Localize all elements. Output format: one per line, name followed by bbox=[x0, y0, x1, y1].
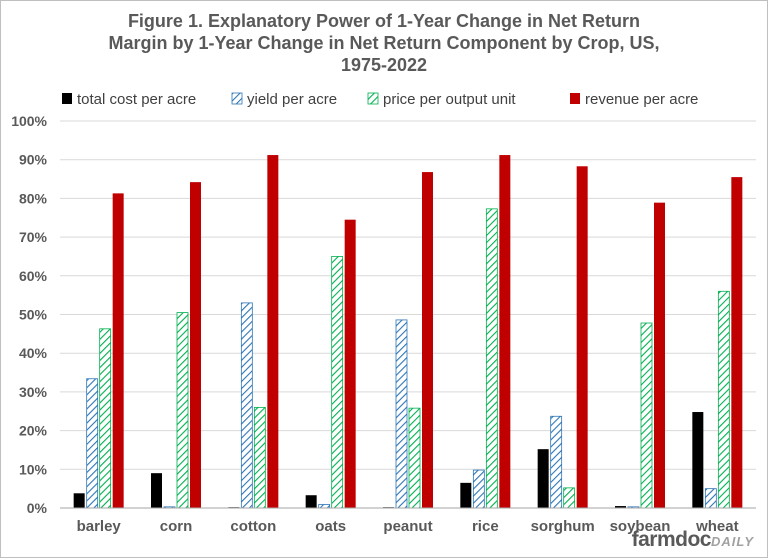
x-axis: barley corn cotton oats peanut rice sorghum soy… bbox=[60, 507, 756, 535]
bar-yield-wheat bbox=[704, 488, 717, 509]
bar-total-cost-rice bbox=[460, 482, 472, 508]
legend-swatch bbox=[231, 92, 243, 105]
x-category-label: soybean bbox=[610, 518, 671, 535]
bar-yield-peanut bbox=[395, 319, 408, 509]
bar-revenue-barley bbox=[112, 193, 124, 508]
bar-price-soybean bbox=[640, 322, 653, 509]
bars bbox=[73, 155, 743, 509]
chart-title-line-3: 1975-2022 bbox=[340, 55, 428, 75]
y-tick-label: 0% bbox=[27, 500, 48, 516]
x-category-label: sorghum bbox=[531, 518, 595, 535]
chart-title-line-1: Figure 1. Explanatory Power of 1-Year Ch… bbox=[127, 11, 641, 31]
bar-price-oats bbox=[331, 256, 344, 509]
legend-item-yield: yield per acre bbox=[231, 91, 337, 108]
bar-yield-sorghum bbox=[550, 415, 563, 509]
x-category-label: corn bbox=[160, 518, 193, 535]
bar-yield-cotton bbox=[240, 302, 253, 509]
bar-total-cost-sorghum bbox=[537, 449, 549, 508]
bar-price-peanut bbox=[408, 407, 421, 509]
bar-price-wheat bbox=[717, 290, 730, 509]
y-tick-label: 20% bbox=[19, 423, 48, 439]
bar-total-cost-barley bbox=[73, 493, 85, 508]
bar-revenue-wheat bbox=[731, 177, 743, 509]
y-tick-label: 100% bbox=[11, 113, 47, 129]
bar-price-cotton bbox=[253, 406, 266, 509]
bar-total-cost-corn bbox=[151, 473, 162, 508]
legend-item-total-cost: total cost per acre bbox=[62, 91, 196, 108]
gridlines bbox=[60, 120, 756, 470]
legend-swatch bbox=[367, 92, 379, 105]
bar-price-rice bbox=[485, 208, 498, 509]
x-category-label: rice bbox=[472, 518, 499, 535]
bar-revenue-cotton bbox=[267, 155, 279, 508]
legend-swatch bbox=[570, 93, 580, 104]
bar-price-sorghum bbox=[563, 487, 576, 509]
legend-swatch bbox=[62, 93, 72, 104]
x-category-label: cotton bbox=[230, 518, 276, 535]
bar-revenue-sorghum bbox=[576, 166, 588, 509]
legend-label: yield per acre bbox=[247, 91, 337, 108]
x-category-label: barley bbox=[77, 518, 122, 535]
bar-yield-barley bbox=[86, 378, 99, 509]
y-tick-label: 80% bbox=[19, 190, 48, 206]
x-category-label: oats bbox=[315, 518, 346, 535]
y-tick-label: 10% bbox=[19, 461, 48, 477]
y-tick-label: 60% bbox=[19, 268, 48, 284]
bar-yield-oats bbox=[318, 504, 331, 509]
bar-total-cost-wheat bbox=[692, 412, 704, 508]
bar-revenue-peanut bbox=[422, 172, 433, 509]
bar-revenue-corn bbox=[190, 182, 201, 508]
bar-price-barley bbox=[99, 328, 112, 509]
bar-revenue-soybean bbox=[654, 202, 665, 509]
legend-label: total cost per acre bbox=[77, 91, 196, 108]
y-axis: 0% 10% 20% 30% 40% 50% 60% 70% 80% 90% 100% bbox=[11, 113, 47, 516]
y-tick-label: 30% bbox=[19, 384, 48, 400]
legend-label: price per output unit bbox=[383, 91, 516, 108]
bar-revenue-rice bbox=[499, 155, 511, 508]
bar-revenue-oats bbox=[344, 219, 356, 508]
y-tick-label: 40% bbox=[19, 345, 48, 361]
legend-item-revenue: revenue per acre bbox=[570, 91, 698, 108]
y-tick-label: 50% bbox=[19, 307, 48, 323]
chart-legend: total cost per acre yield per acre price p… bbox=[62, 91, 698, 108]
x-category-label: peanut bbox=[383, 518, 432, 535]
bar-price-corn bbox=[176, 312, 189, 509]
bar-total-cost-soybean bbox=[615, 506, 626, 508]
chart-title-line-2: Margin by 1-Year Change in Net Return Co… bbox=[108, 33, 660, 53]
bar-yield-rice bbox=[472, 469, 485, 509]
farmdocdaily-logo: farmdocDAILY bbox=[631, 528, 754, 551]
legend-item-price: price per output unit bbox=[367, 91, 516, 108]
y-tick-label: 70% bbox=[19, 229, 48, 245]
legend-label: revenue per acre bbox=[585, 91, 698, 108]
x-category-label: wheat bbox=[695, 518, 739, 535]
bar-total-cost-oats bbox=[305, 495, 317, 508]
y-tick-label: 90% bbox=[19, 152, 48, 168]
